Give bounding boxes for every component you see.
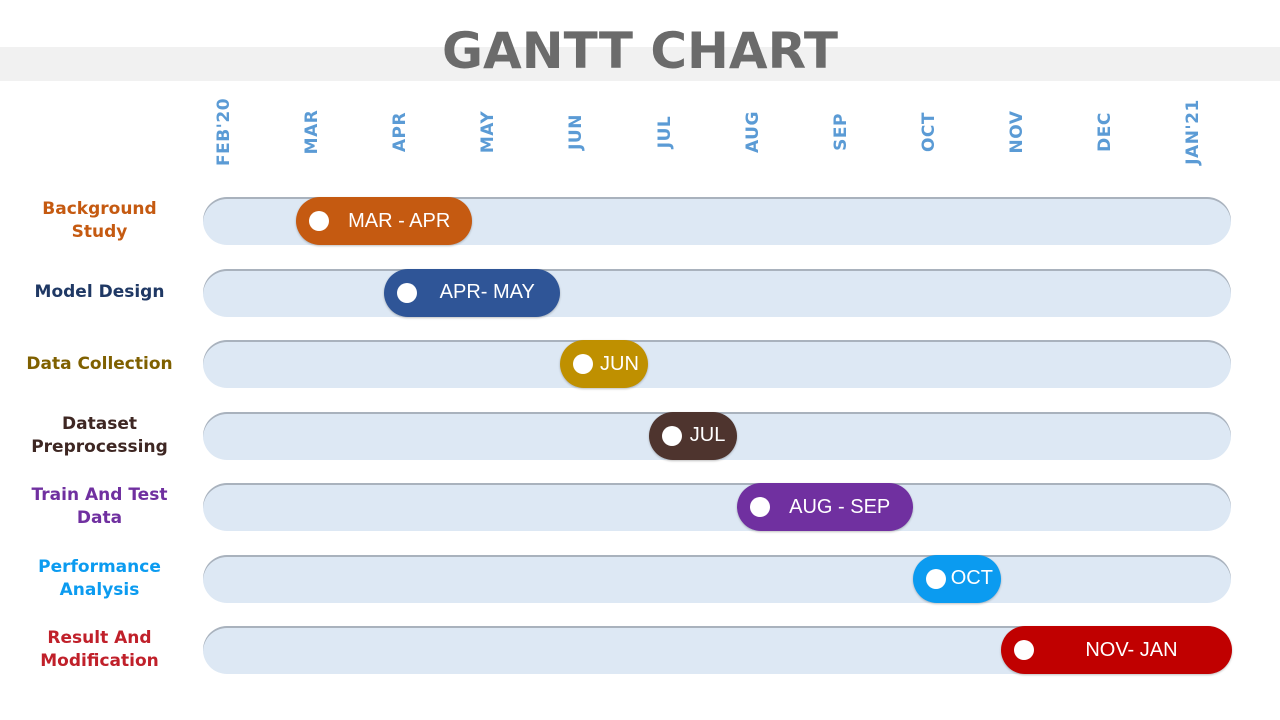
task-bar-label: JUL bbox=[689, 424, 726, 446]
bar-marker-dot bbox=[309, 211, 330, 231]
month-tick-text: JAN'21 bbox=[1183, 99, 1204, 165]
task-track bbox=[203, 483, 1231, 531]
task-label: Data Collection bbox=[26, 353, 173, 374]
month-tick-text: JUN bbox=[566, 114, 587, 150]
task-label: Train And Test Data bbox=[31, 485, 168, 528]
month-tick-text: FEB'20 bbox=[214, 97, 234, 167]
task-row: Data Collection JUN bbox=[0, 340, 1280, 388]
task-row: Model Design APR- MAY bbox=[0, 268, 1280, 317]
task-label: Background Study bbox=[42, 199, 157, 242]
bar-marker-dot bbox=[925, 568, 946, 589]
month-tick-text: DEC bbox=[1095, 112, 1115, 152]
month-tick-text: NOV bbox=[1006, 110, 1027, 154]
task-bar-label: NOV- JAN bbox=[1085, 638, 1178, 661]
task-label: Dataset Preprocessing bbox=[31, 413, 168, 457]
month-tick-text: JUL bbox=[654, 115, 675, 149]
bar-marker-dot bbox=[573, 354, 594, 374]
task-row: Background Study MAR - APR bbox=[0, 197, 1280, 245]
task-bar[interactable]: JUL bbox=[648, 411, 737, 460]
task-label: Result And Modification bbox=[40, 628, 159, 671]
month-tick-text: MAR bbox=[302, 109, 323, 155]
task-bar-label: AUG - SEP bbox=[789, 495, 891, 518]
task-row: Performance Analysis OCT bbox=[0, 554, 1280, 603]
task-bar[interactable]: AUG - SEP bbox=[736, 483, 913, 531]
task-track bbox=[203, 554, 1231, 603]
task-bar[interactable]: OCT bbox=[912, 554, 1001, 603]
task-bar[interactable]: APR- MAY bbox=[384, 268, 561, 317]
month-tick-text: OCT bbox=[918, 111, 939, 153]
month-tick-text: AUG bbox=[742, 111, 763, 153]
month-tick-text: SEP bbox=[830, 113, 851, 151]
task-row: Dataset Preprocessing JUL bbox=[0, 411, 1280, 460]
task-bar-label: OCT bbox=[950, 567, 993, 589]
task-bar-label: APR- MAY bbox=[439, 281, 535, 303]
task-label: Model Design bbox=[34, 282, 165, 302]
task-bar[interactable]: NOV- JAN bbox=[1000, 626, 1232, 674]
chart-title: GANTT CHART bbox=[442, 22, 838, 80]
task-label: Performance Analysis bbox=[38, 556, 161, 600]
task-track bbox=[203, 268, 1231, 317]
month-tick-text: APR bbox=[390, 111, 411, 153]
task-bar-label: JUN bbox=[600, 352, 639, 375]
month-tick-text: MAY bbox=[478, 110, 499, 154]
bar-marker-dot bbox=[1013, 640, 1034, 660]
task-bar[interactable]: MAR - APR bbox=[296, 197, 473, 245]
task-row: Train And Test Data AUG - SEP bbox=[0, 483, 1280, 531]
task-row: Result And Modification NOV- JAN bbox=[0, 626, 1280, 674]
bar-marker-dot bbox=[397, 282, 418, 303]
task-bar[interactable]: JUN bbox=[560, 340, 649, 388]
title-band bbox=[0, 47, 1280, 81]
bar-marker-dot bbox=[661, 425, 682, 446]
bar-marker-dot bbox=[749, 497, 770, 517]
task-track bbox=[203, 340, 1231, 388]
task-bar-label: MAR - APR bbox=[348, 209, 451, 232]
